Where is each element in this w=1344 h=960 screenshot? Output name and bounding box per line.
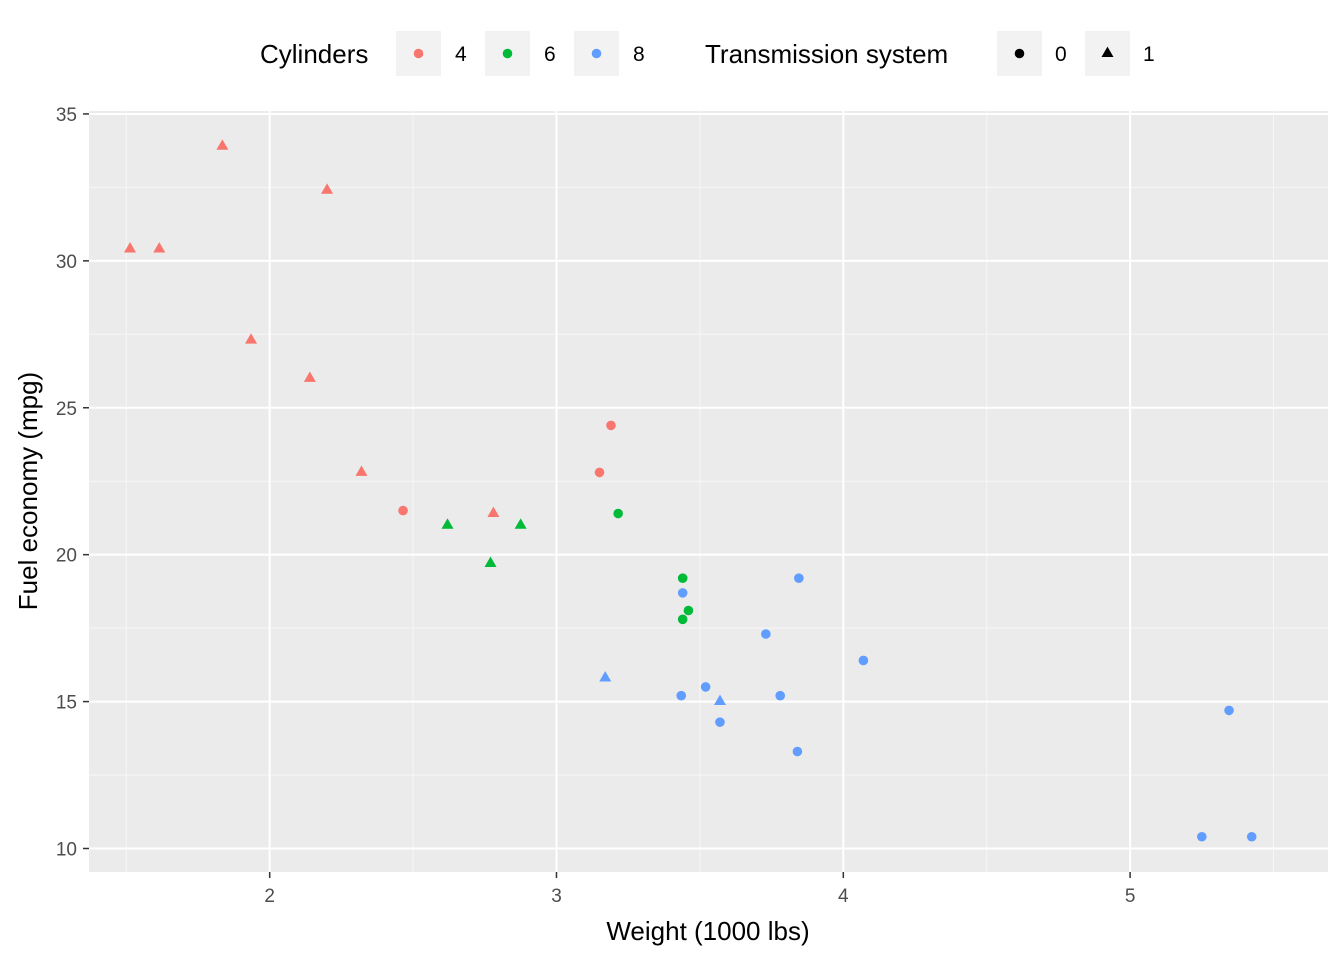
data-point-circle xyxy=(1246,831,1257,842)
legend-key-am-1 xyxy=(1101,46,1114,57)
x-axis-title: Weight (1000 lbs) xyxy=(606,916,809,946)
data-point-triangle xyxy=(599,671,612,682)
grid-major xyxy=(89,111,1328,872)
data-point-triangle xyxy=(216,139,229,150)
data-point-circle xyxy=(594,467,605,478)
data-point-circle xyxy=(683,605,694,616)
data-point-circle xyxy=(613,508,623,519)
data-point-triangle xyxy=(124,242,137,253)
data-point-triangle xyxy=(484,556,497,567)
y-tick-label: 35 xyxy=(56,105,77,126)
legend-title-transmission: Transmission system xyxy=(705,39,948,69)
data-point-circle xyxy=(606,420,616,431)
y-tick-label: 10 xyxy=(56,839,77,860)
x-tick-label: 4 xyxy=(838,886,849,907)
data-point-circle xyxy=(1197,831,1207,842)
data-point-triangle xyxy=(245,333,258,344)
data-point-triangle xyxy=(514,518,527,529)
data-point-triangle xyxy=(713,694,726,706)
data-point-circle xyxy=(794,573,804,583)
legend-key-am-0 xyxy=(1014,48,1025,59)
data-point-circle xyxy=(676,690,687,701)
data-point-circle xyxy=(700,682,711,692)
grid-minor xyxy=(89,111,1328,872)
data-point-triangle xyxy=(303,371,316,382)
legend-key-cyl-8 xyxy=(591,48,602,59)
data-point-circle xyxy=(761,629,771,639)
data-point-circle xyxy=(677,614,688,625)
legend-label-cyl-4: 4 xyxy=(455,43,467,66)
legend-label-cyl-6: 6 xyxy=(544,43,556,66)
legend-key-cyl-6 xyxy=(502,48,513,59)
legend-label-cyl-8: 8 xyxy=(633,43,645,66)
x-axis: 2 3 4 5 xyxy=(264,872,1135,907)
data-point-triangle xyxy=(487,506,500,517)
data-point-circle xyxy=(858,655,869,666)
x-tick-label: 5 xyxy=(1125,886,1136,907)
data-point-circle xyxy=(677,588,688,598)
x-tick-label: 3 xyxy=(551,886,562,907)
data-point-triangle xyxy=(441,518,454,529)
data-point-circle xyxy=(792,746,803,757)
data-point-circle xyxy=(398,505,408,516)
data-point-triangle xyxy=(321,183,334,194)
data-point-triangle xyxy=(355,465,368,476)
data-points xyxy=(124,139,1257,842)
data-point-circle xyxy=(775,690,786,701)
data-point-circle xyxy=(677,573,688,583)
legend-title-cylinders: Cylinders xyxy=(260,39,368,69)
x-tick-label: 2 xyxy=(264,886,275,907)
data-point-circle xyxy=(1224,705,1234,716)
plot-panel xyxy=(89,111,1328,872)
y-tick-label: 20 xyxy=(56,546,77,567)
legend-label-am-0: 0 xyxy=(1055,43,1067,66)
y-axis: 10 15 20 25 30 35 xyxy=(56,105,89,860)
y-tick-label: 30 xyxy=(56,252,77,273)
y-axis-title: Fuel economy (mpg) xyxy=(13,372,43,610)
legend-label-am-1: 1 xyxy=(1143,43,1155,66)
data-point-circle xyxy=(715,717,725,727)
data-point-triangle xyxy=(153,242,166,253)
y-tick-label: 25 xyxy=(56,399,77,420)
legend-color-keys: 4 6 8 xyxy=(396,31,645,76)
y-tick-label: 15 xyxy=(56,693,77,714)
legend-key-cyl-4 xyxy=(413,48,424,59)
